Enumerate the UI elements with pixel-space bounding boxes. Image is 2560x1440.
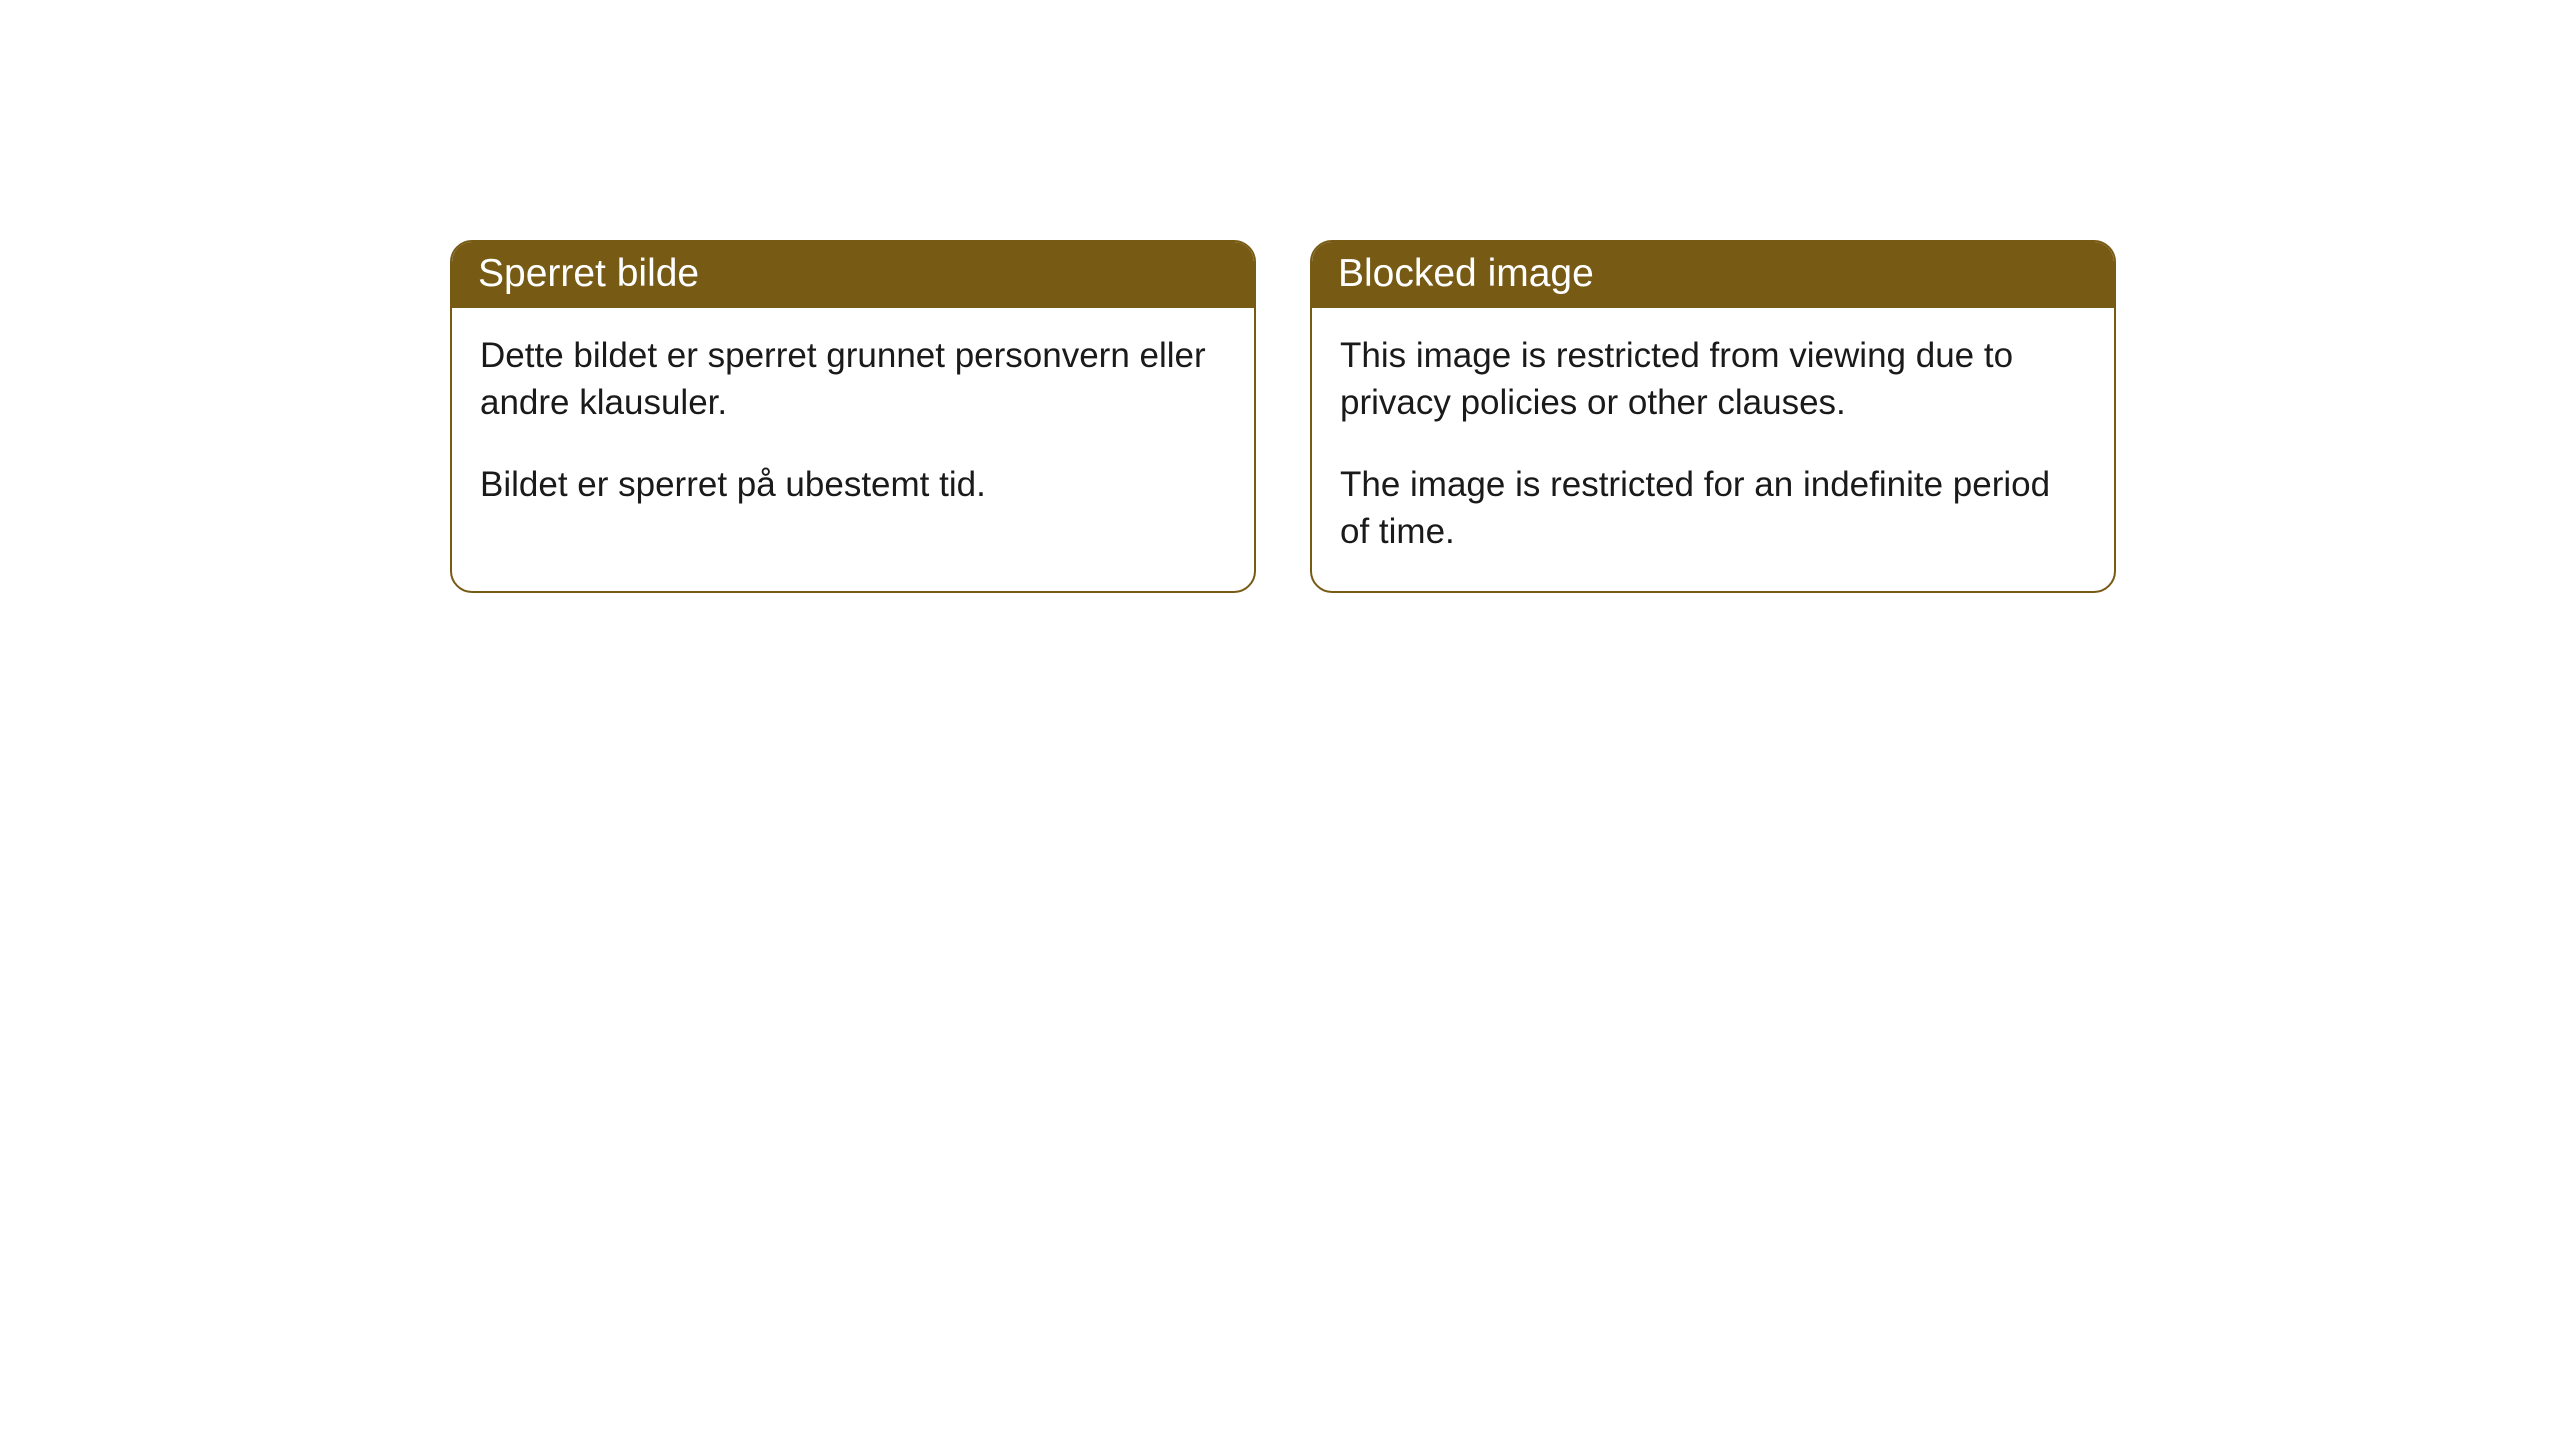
blocked-image-card-en: Blocked image This image is restricted f… (1310, 240, 2116, 593)
blocked-image-card-no: Sperret bilde Dette bildet er sperret gr… (450, 240, 1256, 593)
card-body-no: Dette bildet er sperret grunnet personve… (452, 308, 1254, 544)
card-body-en: This image is restricted from viewing du… (1312, 308, 2114, 591)
card-title-no: Sperret bilde (478, 252, 699, 295)
card-text-en-1: This image is restricted from viewing du… (1340, 332, 2086, 427)
card-text-no-2: Bildet er sperret på ubestemt tid. (480, 461, 1226, 508)
card-text-no-1: Dette bildet er sperret grunnet personve… (480, 332, 1226, 427)
card-header-en: Blocked image (1312, 242, 2114, 308)
card-header-no: Sperret bilde (452, 242, 1254, 308)
card-text-en-2: The image is restricted for an indefinit… (1340, 461, 2086, 556)
card-container: Sperret bilde Dette bildet er sperret gr… (450, 240, 2116, 593)
card-title-en: Blocked image (1338, 252, 1594, 295)
